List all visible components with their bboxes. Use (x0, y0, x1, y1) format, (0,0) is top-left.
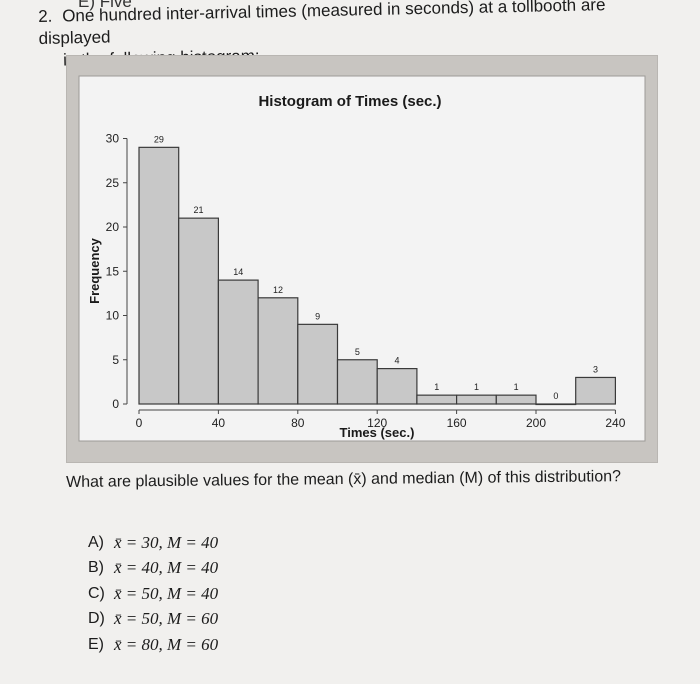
x-tick-label: 160 (447, 416, 467, 430)
histogram-bar (495, 394, 537, 405)
histogram-bar (297, 323, 339, 405)
histogram-bar (217, 279, 259, 405)
y-tick-label: 15 (106, 264, 120, 278)
bar-value-label: 14 (233, 267, 243, 277)
choice-letter: D) (88, 610, 105, 628)
x-tick-label: 240 (605, 416, 625, 430)
histogram-chart: Histogram of Times (sec.) Times (sec.) F… (78, 75, 646, 442)
histogram-bar (575, 376, 617, 405)
choice-letter: C) (88, 584, 105, 602)
y-tick-label: 25 (106, 176, 120, 190)
prompt-text: What are plausible values for the mean (… (66, 468, 622, 491)
y-tick-label: 0 (112, 397, 119, 411)
bar-value-label: 5 (355, 347, 360, 357)
y-tick-label: 10 (106, 309, 120, 323)
histogram-bar (336, 359, 378, 405)
choice-a[interactable]: A) x̄ = 30, M = 40 (88, 530, 218, 556)
x-tick-label: 0 (136, 416, 143, 430)
y-tick-label: 5 (112, 353, 119, 367)
previous-answer-fragment: E) Five (78, 0, 132, 11)
choice-expression: x̄ = 50, M = 60 (114, 609, 219, 629)
bar-value-label: 4 (395, 356, 400, 366)
question-number: 2. (38, 6, 53, 26)
histogram-bar (178, 217, 219, 405)
bar-value-label: 21 (194, 205, 204, 215)
choice-letter: E) (88, 635, 104, 653)
x-tick-label: 80 (291, 416, 305, 430)
bar-value-label: 0 (553, 391, 558, 401)
choice-expression: x̄ = 80, M = 60 (114, 634, 219, 654)
bar-value-label: 1 (514, 382, 519, 392)
histogram-bar (456, 394, 497, 405)
bar-value-label: 29 (154, 134, 164, 144)
choice-b[interactable]: B) x̄ = 40, M = 40 (88, 556, 218, 582)
choice-expression: x̄ = 30, M = 40 (114, 532, 219, 552)
histogram-bar (138, 146, 180, 405)
x-tick-label: 40 (212, 416, 226, 430)
choice-letter: B) (88, 559, 104, 577)
y-tick-label: 30 (106, 132, 120, 146)
bar-value-label: 12 (273, 285, 283, 295)
histogram-bar (257, 297, 299, 405)
bar-value-label: 1 (474, 382, 479, 392)
histogram-figure: Histogram of Times (sec.) Times (sec.) F… (66, 55, 658, 463)
bar-value-label: 9 (315, 311, 320, 321)
histogram-bar (376, 368, 418, 405)
bar-value-label: 1 (434, 382, 439, 392)
y-tick-label: 20 (106, 220, 120, 234)
x-axis-label: Times (sec.) (340, 425, 415, 440)
y-axis-label: Frequency (87, 237, 102, 304)
x-tick-label: 200 (526, 416, 546, 430)
choice-expression: x̄ = 50, M = 40 (114, 583, 219, 603)
answer-choices: A) x̄ = 30, M = 40 B) x̄ = 40, M = 40 C) x̄… (88, 530, 218, 658)
choice-letter: A) (88, 533, 104, 551)
histogram-bar (535, 403, 577, 406)
x-tick-label: 120 (367, 416, 387, 430)
bar-value-label: 3 (593, 364, 598, 374)
chart-title: Histogram of Times (sec.) (258, 93, 441, 110)
histogram-bar (416, 394, 458, 405)
choice-c[interactable]: C) x̄ = 50, M = 40 (88, 581, 218, 607)
choice-expression: x̄ = 40, M = 40 (114, 558, 219, 578)
choice-e[interactable]: E) x̄ = 80, M = 60 (88, 632, 218, 658)
choice-d[interactable]: D) x̄ = 50, M = 60 (88, 607, 218, 633)
